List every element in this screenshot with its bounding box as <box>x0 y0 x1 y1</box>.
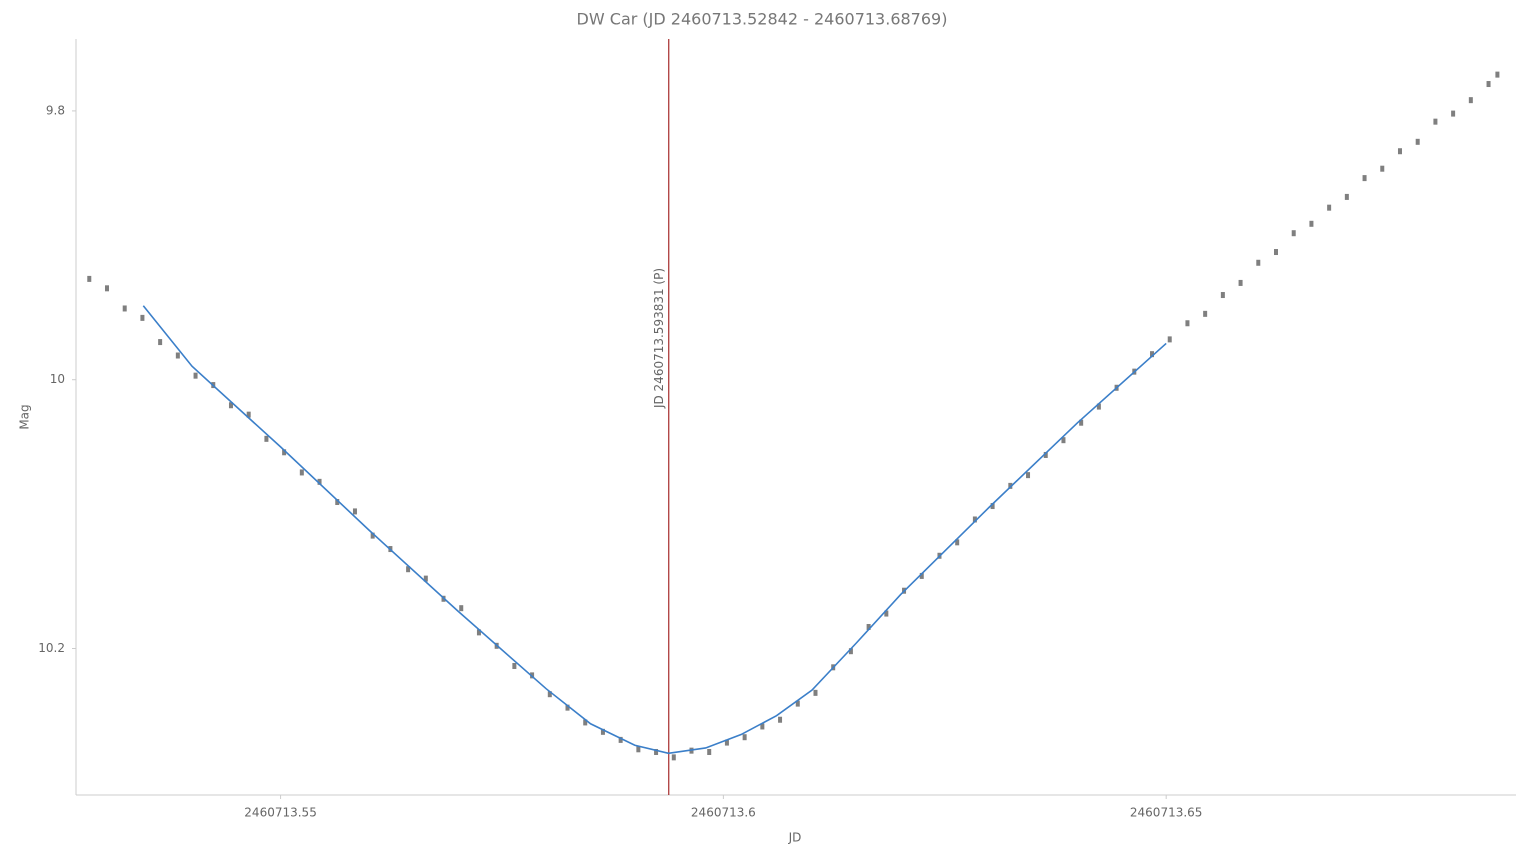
data-point <box>1150 351 1155 358</box>
data-point <box>795 700 800 707</box>
data-point <box>972 516 977 523</box>
data-point <box>707 748 712 755</box>
data-point <box>1291 230 1296 237</box>
fit-line <box>142 305 1167 755</box>
data-point <box>1096 403 1101 410</box>
data-point <box>618 736 623 743</box>
data-point <box>1433 118 1438 125</box>
data-point <box>246 411 251 418</box>
data-point <box>654 748 659 755</box>
data-point <box>565 704 570 711</box>
data-point <box>1008 482 1013 489</box>
data-point <box>193 372 198 379</box>
x-tick-label: 2460713.55 <box>244 806 317 820</box>
data-point <box>1203 310 1208 317</box>
data-point <box>352 508 357 515</box>
data-point <box>1344 193 1349 200</box>
annotation-label: JD 2460713.593831 (P) <box>652 268 666 409</box>
data-point <box>1397 148 1402 155</box>
data-point <box>1274 249 1278 256</box>
data-point <box>990 503 995 510</box>
data-point <box>158 339 163 346</box>
data-point <box>1167 336 1172 343</box>
y-axis-title: Mag <box>18 404 32 429</box>
data-point <box>317 478 322 485</box>
data-point <box>1079 419 1084 426</box>
data-point <box>1026 472 1031 479</box>
data-point <box>1495 71 1500 78</box>
data-point <box>760 723 765 730</box>
data-point <box>884 610 889 617</box>
data-point <box>459 605 464 612</box>
data-point <box>547 691 552 698</box>
chart-title: DW Car (JD 2460713.52842 - 2460713.68769… <box>577 10 948 29</box>
data-point <box>1256 259 1261 266</box>
data-point <box>848 648 853 655</box>
data-point <box>1451 110 1456 117</box>
data-point <box>1362 175 1367 182</box>
data-point <box>1415 138 1420 145</box>
data-point <box>282 449 287 456</box>
data-point <box>1309 220 1314 227</box>
data-point <box>228 402 233 409</box>
data-point <box>423 575 428 582</box>
data-point <box>87 275 92 282</box>
data-point <box>919 572 924 579</box>
data-point <box>264 435 269 442</box>
data-point <box>583 719 588 726</box>
data-point <box>122 305 127 312</box>
data-point <box>512 662 517 669</box>
data-point <box>299 469 304 476</box>
data-point <box>140 314 145 321</box>
y-tick-label: 10.2 <box>38 641 65 655</box>
x-tick-label: 2460713.65 <box>1130 806 1203 820</box>
data-point <box>1468 97 1473 104</box>
data-point <box>724 739 729 746</box>
data-point <box>671 754 676 761</box>
x-tick-label: 2460713.6 <box>691 806 756 820</box>
data-point <box>1220 292 1225 299</box>
data-point <box>600 728 605 735</box>
data-point <box>866 624 871 630</box>
data-point <box>104 285 109 292</box>
data-point <box>1238 279 1243 286</box>
data-point <box>742 734 747 741</box>
data-point <box>406 566 411 573</box>
data-point <box>1486 81 1491 88</box>
data-point <box>1043 451 1048 458</box>
data-point <box>1185 320 1190 327</box>
data-point <box>1061 437 1066 444</box>
data-point <box>813 689 818 696</box>
data-point <box>636 746 641 753</box>
data-point <box>476 629 481 636</box>
data-point <box>955 539 960 546</box>
data-point <box>1327 204 1332 211</box>
data-point <box>370 532 375 539</box>
data-point <box>778 716 783 723</box>
x-axis-title: JD <box>788 831 802 845</box>
data-point <box>1380 165 1385 172</box>
y-tick-label: 9.8 <box>46 103 65 117</box>
data-point <box>335 499 340 506</box>
data-point <box>175 352 180 359</box>
y-tick-label: 10 <box>50 372 65 386</box>
